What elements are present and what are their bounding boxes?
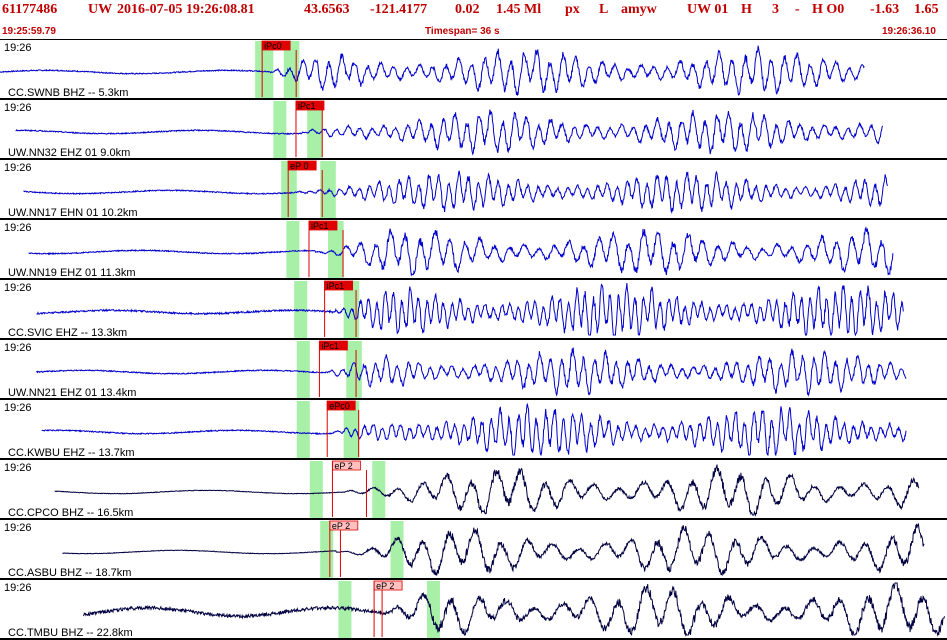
trace-time-label: 19:26: [4, 222, 32, 234]
waveform: [15, 109, 883, 156]
trace-time-label: 19:26: [4, 582, 32, 594]
waveform: [36, 347, 907, 397]
pick-label: iPc1: [311, 221, 329, 231]
network-code: UW: [88, 2, 113, 17]
p-window: [309, 461, 323, 519]
header-field-7: 1.65: [914, 2, 939, 17]
seismogram-panel: iPc0 19:26 CC.SWNB BHZ -- 5.3km iPc1 19:26 UW…: [0, 39, 947, 640]
s-window: [346, 341, 362, 399]
header-field-4: -: [795, 2, 800, 17]
event-depth: 0.02: [455, 2, 480, 17]
station-label: CC.SVIC EHZ -- 13.3km: [8, 327, 127, 339]
trace-panel: eP 2 19:26 CC.ASBU BHZ -- 18.7km: [0, 518, 947, 579]
waveform: [28, 226, 894, 277]
event-id: 61177486: [2, 2, 58, 17]
pick-label: ePc0: [329, 401, 350, 411]
pick-label: iPc1: [321, 341, 339, 351]
s-window: [307, 101, 323, 159]
trace-time-label: 19:26: [4, 342, 32, 354]
waveform: [36, 282, 904, 337]
pick-label: iPc0: [264, 41, 282, 51]
s-window: [283, 41, 300, 99]
trace-time-label: 19:26: [4, 522, 32, 534]
waveform: [23, 170, 889, 215]
trace-panel: eP 0 19:26 UW.NN17 EHN 01 10.2km: [0, 158, 947, 219]
event-header: 61177486 UW 2016-07-05 19:26:08.81 43.65…: [0, 0, 947, 40]
station-label: CC.SWNB BHZ -- 5.3km: [8, 87, 128, 99]
header-field-6: -1.63: [870, 2, 900, 17]
waveform: [41, 402, 907, 457]
timespan-label: Timespan= 36 s: [425, 26, 500, 37]
p-window: [296, 401, 310, 459]
station-label: UW.NN21 EHZ 01 13.4km: [8, 387, 136, 399]
waveform: [54, 464, 920, 517]
trace-panel: iPc1 19:26 UW.NN32 EHZ 01 9.0km: [0, 98, 947, 159]
event-longitude: -121.4177: [370, 2, 428, 17]
p-window: [255, 41, 274, 99]
header-field-2: H: [741, 2, 752, 17]
event-type: px: [565, 2, 580, 17]
trace-time-label: 19:26: [4, 102, 32, 114]
pick-label: eP 2: [376, 581, 394, 591]
author: amyw: [621, 2, 657, 17]
station-label: UW.NN17 EHN 01 10.2km: [8, 207, 138, 219]
trace-panel: iPc1 19:26 UW.NN21 EHZ 01 13.4km: [0, 338, 947, 399]
trace-panel: ePc0 19:26 CC.KWBU EHZ -- 13.7km: [0, 398, 947, 459]
s-window: [328, 221, 344, 279]
p-window: [281, 161, 297, 219]
pick-label: eP 2: [332, 521, 350, 531]
s-window: [390, 521, 404, 579]
trace-time-label: 19:26: [4, 402, 32, 414]
station-label: CC.ASBU BHZ -- 18.7km: [8, 567, 131, 579]
trace-panel: iPc0 19:26 CC.SWNB BHZ -- 5.3km: [0, 39, 947, 99]
p-window: [286, 221, 300, 279]
header-field-1: UW 01: [687, 2, 729, 17]
waveform: [0, 45, 865, 97]
header-field-3: 3: [772, 2, 779, 17]
trace-time-label: 19:26: [4, 42, 32, 54]
location-code: L: [599, 2, 609, 17]
trace-time-label: 19:26: [4, 462, 32, 474]
pick-label: eP 0: [290, 161, 308, 171]
trace-panel: eP 2 19:26 CC.CPCO BHZ -- 16.5km: [0, 458, 947, 519]
station-label: UW.NN19 EHZ 01 11.3km: [8, 267, 136, 279]
waveform: [62, 523, 925, 577]
pick-label: eP 2: [334, 461, 352, 471]
trace-panel: iPc1 19:26 UW.NN19 EHZ 01 11.3km: [0, 218, 947, 279]
p-window: [296, 341, 310, 399]
start-time: 19:25:59.79: [2, 26, 56, 37]
station-label: CC.KWBU EHZ -- 13.7km: [8, 447, 135, 459]
station-label: CC.TMBU BHZ -- 22.8km: [8, 627, 133, 639]
trace-panel: iPc1 19:26 CC.SVIC EHZ -- 13.3km: [0, 278, 947, 339]
trace-time-label: 19:26: [4, 162, 32, 174]
p-window: [273, 101, 287, 159]
trace-time-label: 19:26: [4, 282, 32, 294]
waveform: [82, 582, 945, 637]
event-magnitude: 1.45 Ml: [496, 2, 542, 17]
station-label: CC.CPCO BHZ -- 16.5km: [8, 507, 133, 519]
station-label: UW.NN32 EHZ 01 9.0km: [8, 147, 130, 159]
pick-label: iPc1: [327, 281, 345, 291]
trace-panel: eP 2 19:26 CC.TMBU BHZ -- 22.8km: [0, 578, 947, 639]
event-latitude: 43.6563: [304, 2, 350, 17]
pick-label: iPc1: [298, 101, 316, 111]
s-window: [343, 401, 360, 459]
end-time: 19:26:36.10: [882, 26, 936, 37]
header-field-5: H O0: [812, 2, 845, 17]
event-datetime: 2016-07-05 19:26:08.81: [117, 2, 255, 17]
